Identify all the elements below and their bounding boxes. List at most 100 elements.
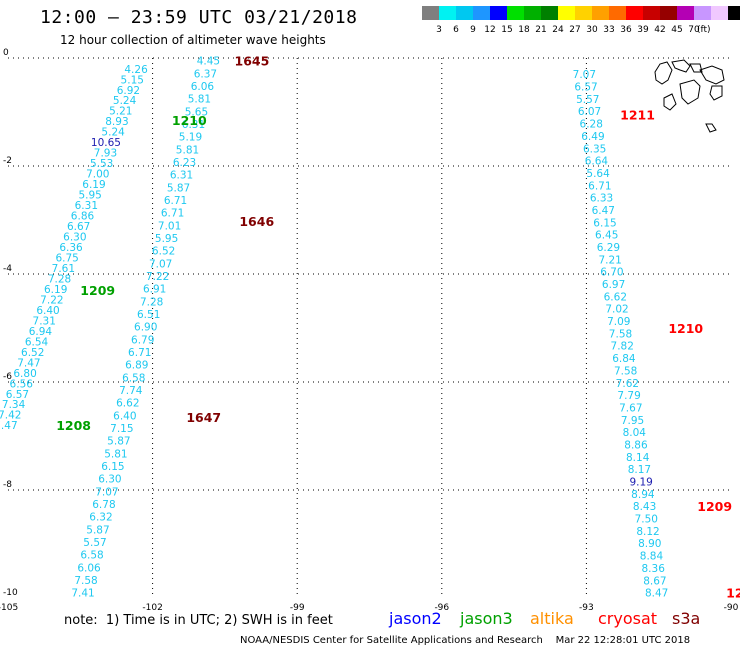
swh-value: 7.79: [617, 390, 640, 402]
swh-value: 6.40: [36, 305, 59, 317]
swh-value: 5.57: [576, 94, 599, 106]
pass-time-label: 1211: [620, 108, 655, 123]
scale-swatch: [524, 6, 541, 20]
island-outline: [699, 65, 725, 85]
scale-swatch: [422, 6, 439, 20]
scale-swatch: [643, 6, 660, 20]
swh-value: 4.45: [197, 56, 220, 68]
swh-value: 5.87: [167, 182, 190, 194]
legend-cryosat: cryosat: [598, 609, 658, 628]
swh-value: 6.15: [593, 217, 616, 229]
swh-value: 8.90: [638, 538, 661, 550]
swh-value: 6.58: [122, 372, 145, 384]
pass-time-label: 1208: [726, 586, 740, 601]
legend-jason2: jason2: [389, 609, 442, 628]
scale-unit: (ft): [697, 25, 711, 35]
scale-label: 36: [620, 25, 632, 35]
swh-value: 5.15: [121, 74, 144, 86]
swh-value: 5.24: [113, 95, 137, 107]
swh-value: 6.86: [71, 211, 95, 223]
swh-value: 6.70: [600, 267, 623, 279]
swh-value: 6.31: [170, 170, 193, 182]
swh-value: 7.01: [158, 220, 181, 232]
scale-swatch: [609, 6, 626, 20]
swh-value: 5.81: [104, 448, 127, 460]
swh-value: 5.57: [83, 537, 106, 549]
swh-value: 6.31: [182, 119, 205, 131]
swh-value: 6.35: [583, 143, 606, 155]
swh-value: 5.65: [185, 106, 208, 118]
swh-value: 4.26: [124, 64, 148, 76]
island-outline: [705, 123, 717, 133]
swh-value: 8.36: [642, 563, 666, 575]
scale-swatch: [694, 6, 711, 20]
x-tick-label: -96: [434, 603, 449, 613]
legend-altika: altika: [530, 609, 574, 628]
scale-swatch: [473, 6, 490, 20]
swh-value: 10.65: [91, 137, 121, 149]
swh-value: 5.53: [90, 158, 113, 170]
swh-value: 6.52: [152, 246, 175, 258]
legend-jason3: jason3: [460, 609, 513, 628]
swh-value: 8.17: [628, 464, 651, 476]
map-subtitle: 12 hour collection of altimeter wave hei…: [60, 33, 326, 47]
island-outline: [689, 63, 703, 73]
x-tick-label: -99: [290, 603, 305, 613]
scale-label: 3: [436, 25, 442, 35]
swh-value: 5.95: [155, 233, 178, 245]
swh-value: 7.07: [149, 258, 172, 270]
swh-value: 6.36: [59, 242, 83, 254]
swh-value: 7.02: [605, 304, 628, 316]
swh-value: 7.15: [110, 423, 133, 435]
swh-value: 7.82: [611, 341, 634, 353]
swh-value: 6.94: [29, 326, 53, 338]
y-tick-label: -4: [3, 264, 12, 274]
swh-value: 7.07: [95, 486, 118, 498]
swh-value: 6.37: [194, 68, 217, 80]
pass-time-label: 1209: [80, 283, 115, 298]
swh-value: 6.33: [590, 193, 613, 205]
credit-line: NOAA/NESDIS Center for Satellite Applica…: [240, 635, 691, 646]
swh-value: 8.84: [640, 551, 664, 563]
swh-value: 6.92: [117, 85, 140, 97]
scale-swatch: [507, 6, 524, 20]
swh-value: 7.58: [74, 575, 97, 587]
scale-swatch: [728, 6, 740, 20]
swh-value: 6.79: [131, 334, 154, 346]
pass-time-label: 1646: [239, 214, 274, 229]
swh-value: 7.34: [2, 399, 26, 411]
swh-value: 6.06: [77, 562, 101, 574]
scale-swatch: [558, 6, 575, 20]
swh-value: 6.19: [44, 284, 67, 296]
scale-label: 6: [453, 25, 459, 35]
swh-value: 8.67: [643, 575, 666, 587]
scale-label: 45: [671, 25, 683, 35]
swh-value: 6.15: [101, 461, 124, 473]
swh-value: 7.74: [119, 385, 143, 397]
swh-value: 6.71: [128, 347, 151, 359]
footnote: note: 1) Time is in UTC; 2) SWH is in fe…: [64, 613, 333, 628]
scale-label: 9: [470, 25, 476, 35]
swh-value: 8.47: [645, 588, 668, 600]
swh-value: 7.58: [609, 328, 632, 340]
swh-value: 7.09: [607, 316, 630, 328]
swh-value: 6.97: [602, 279, 625, 291]
swh-value: 6.71: [588, 180, 611, 192]
swh-value: 5.87: [86, 524, 109, 536]
swh-value: 6.71: [161, 208, 184, 220]
swh-value: 7.28: [48, 273, 71, 285]
swh-value: 6.51: [137, 309, 160, 321]
swh-value: 6.30: [63, 232, 86, 244]
swh-value: 6.62: [116, 398, 139, 410]
swh-value: 9.19: [629, 477, 652, 489]
scale-swatch: [660, 6, 677, 20]
pass-time-label: 1208: [56, 418, 91, 433]
swh-value: 6.45: [595, 230, 618, 242]
swh-value: 5.81: [176, 144, 199, 156]
x-tick-label: -90: [724, 603, 739, 613]
island-outline: [671, 59, 691, 73]
swh-value: 6.62: [604, 291, 627, 303]
swh-value: 5.95: [78, 190, 101, 202]
swh-value: 6.47: [592, 205, 615, 217]
